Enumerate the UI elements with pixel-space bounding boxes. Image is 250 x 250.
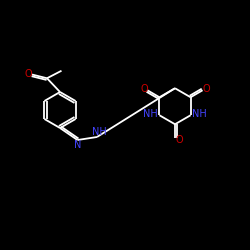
Text: O: O	[25, 69, 32, 79]
Text: NH: NH	[92, 127, 106, 137]
Text: NH: NH	[143, 109, 158, 119]
Text: O: O	[202, 84, 210, 94]
Text: NH: NH	[192, 109, 207, 119]
Text: N: N	[74, 140, 82, 150]
Text: O: O	[140, 84, 148, 94]
Text: O: O	[176, 135, 183, 145]
